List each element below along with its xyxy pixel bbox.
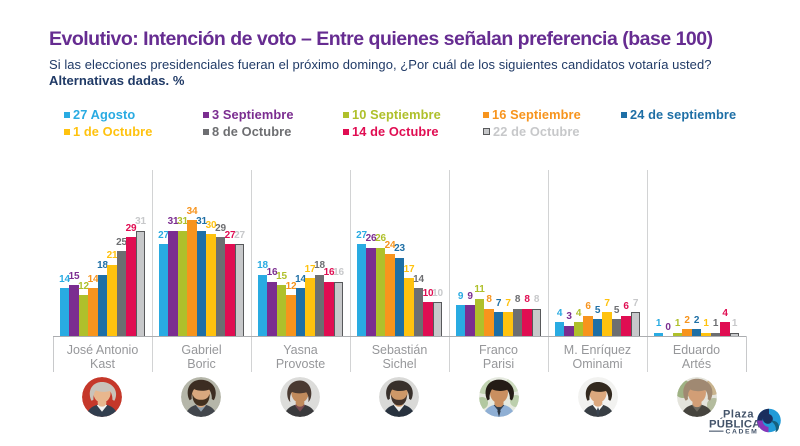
svg-text:CADEM: CADEM: [726, 429, 759, 436]
svg-text:Plaza: Plaza: [723, 409, 754, 421]
svg-text:PÚBLICA: PÚBLICA: [709, 418, 761, 431]
